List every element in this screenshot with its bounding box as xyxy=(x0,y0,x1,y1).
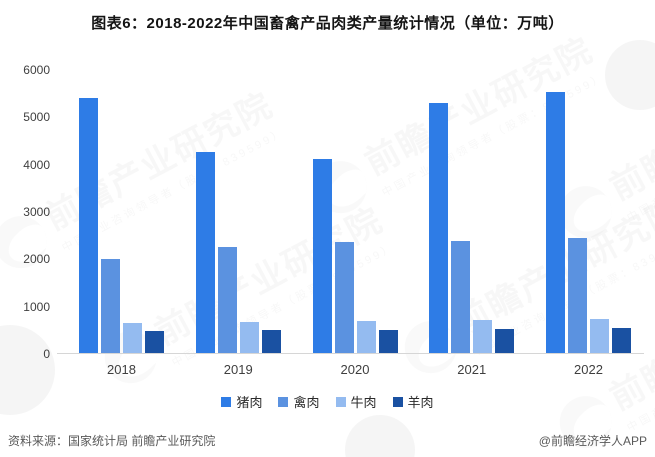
footer-credit: @前瞻经济学人APP xyxy=(538,434,647,448)
y-axis-label-6000: 6000 xyxy=(23,63,50,77)
y-axis-label-5000: 5000 xyxy=(23,110,50,125)
bar-group-2021 xyxy=(429,70,515,353)
bar-poultry-2021 xyxy=(451,240,471,353)
chart-title: 图表6：2018-2022年中国畜禽产品肉类产量统计情况（单位：万吨） xyxy=(91,15,564,32)
bar-group-2020 xyxy=(312,70,398,353)
legend-item-beef: 牛肉 xyxy=(335,392,377,411)
legend-label-beef: 牛肉 xyxy=(350,395,377,410)
bar-poultry-2019 xyxy=(217,247,237,353)
x-axis-label-2019: 2019 xyxy=(223,362,253,377)
bar-mutton-2019 xyxy=(261,329,281,353)
legend-item-pork: 猪肉 xyxy=(221,392,262,411)
bar-poultry-2020 xyxy=(334,241,354,353)
y-axis-label-2000: 2000 xyxy=(23,252,50,267)
legend-item-mutton: 羊肉 xyxy=(392,392,434,411)
bar-pork-2021 xyxy=(429,103,449,353)
bar-beef-2018 xyxy=(123,322,142,353)
bar-beef-2019 xyxy=(239,321,259,353)
legend-item-poultry: 禽肉 xyxy=(278,392,320,411)
bar-pork-2022 xyxy=(546,91,565,353)
bar-poultry-2022 xyxy=(568,237,587,353)
x-axis: 2018 2019 2020 2021 2022 xyxy=(57,362,644,377)
bar-mutton-2020 xyxy=(378,329,398,353)
bar-mutton-2021 xyxy=(495,328,515,353)
bar-group-2019 xyxy=(195,70,281,353)
plot-area xyxy=(57,70,644,354)
legend-swatch-poultry xyxy=(278,396,289,407)
bar-group-2022 xyxy=(546,70,631,353)
x-axis-label-2022: 2022 xyxy=(574,362,603,377)
legend-swatch-beef xyxy=(335,396,346,407)
bar-pork-2018 xyxy=(79,98,98,353)
y-axis-label-1000: 1000 xyxy=(23,299,50,314)
y-axis-label-0: 0 xyxy=(43,347,50,361)
bar-mutton-2018 xyxy=(145,330,164,353)
legend-swatch-pork xyxy=(221,396,232,407)
x-axis-label-2020: 2020 xyxy=(340,362,370,377)
x-axis-label-2018: 2018 xyxy=(107,362,136,377)
legend-swatch-mutton xyxy=(392,396,403,407)
bar-beef-2022 xyxy=(590,319,609,353)
y-axis-label-3000: 3000 xyxy=(23,205,50,219)
legend-label-poultry: 禽肉 xyxy=(293,395,320,410)
bar-beef-2020 xyxy=(356,321,376,353)
bar-mutton-2022 xyxy=(612,328,631,353)
bar-group-2018 xyxy=(79,70,164,353)
bar-beef-2021 xyxy=(473,320,493,353)
legend: 猪肉 禽肉 牛肉 羊肉 xyxy=(0,392,655,411)
y-axis-label-4000: 4000 xyxy=(23,157,50,172)
legend-label-mutton: 羊肉 xyxy=(407,395,434,410)
bar-pork-2020 xyxy=(312,159,332,353)
bar-poultry-2018 xyxy=(101,258,120,353)
x-axis-label-2021: 2021 xyxy=(457,362,487,377)
legend-label-pork: 猪肉 xyxy=(236,395,263,410)
footer-source: 资料来源：国家统计局 前瞻产业研究院 xyxy=(8,434,216,448)
bar-pork-2019 xyxy=(195,152,215,353)
